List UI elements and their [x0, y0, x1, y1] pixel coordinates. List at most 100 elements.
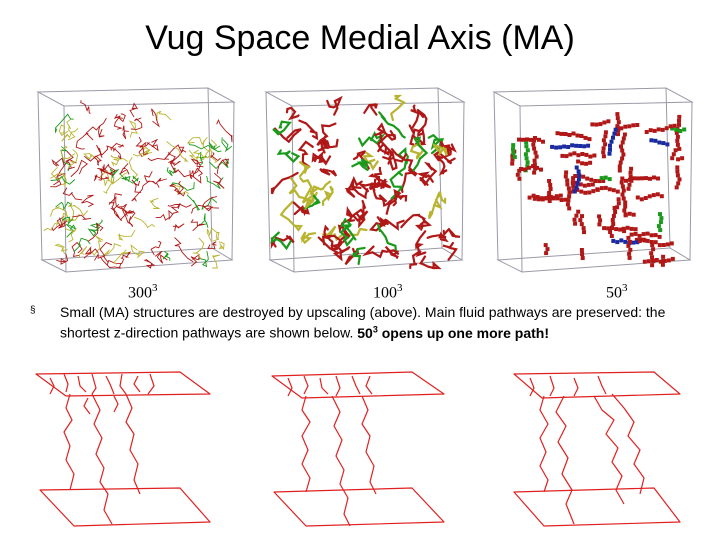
ma-voxel [634, 237, 639, 242]
ma-voxel [541, 139, 545, 144]
ma-voxel [632, 176, 636, 181]
ma-voxel [580, 152, 585, 156]
ma-voxel [587, 190, 592, 195]
ma-fiber [43, 221, 61, 232]
ma-voxel [563, 197, 568, 202]
ma-voxel [619, 126, 624, 131]
ma-voxel [648, 128, 653, 133]
ma-fiber [216, 118, 233, 143]
ma-voxel [511, 151, 516, 156]
ma-voxel [627, 251, 632, 256]
ma-voxel [649, 251, 654, 256]
resolution-label-300: 3003 [128, 282, 158, 302]
shortest-path-300-svg [35, 371, 211, 527]
ma-voxel [677, 122, 681, 127]
ma-voxel [571, 176, 576, 181]
ma-voxel [615, 116, 620, 121]
bullet-marker-icon: § [30, 305, 36, 316]
ma-voxel [523, 152, 528, 157]
ma-voxel [597, 214, 602, 219]
ma-voxel [675, 134, 680, 139]
ma-voxel [648, 176, 652, 181]
ma-voxel [651, 193, 656, 198]
ma-voxel [524, 156, 529, 161]
ma-voxel [519, 167, 523, 171]
ma-fiber [361, 245, 400, 259]
ma-fiber [342, 220, 357, 241]
ma-fiber [149, 197, 160, 210]
ma-fiber [400, 213, 427, 229]
ma-voxel [637, 233, 642, 238]
ma-cube-image-300 [28, 82, 248, 282]
ma-voxel [588, 160, 593, 165]
ma-voxel [626, 186, 631, 191]
ma-voxel [550, 195, 555, 200]
ma-voxel [611, 214, 616, 218]
ma-fiber [89, 219, 103, 229]
ma-voxel [576, 177, 581, 182]
ma-cube-300-svg [36, 87, 236, 273]
ma-voxel [615, 240, 620, 245]
ma-fiber [109, 168, 120, 178]
ma-voxel [617, 164, 622, 169]
ma-fiber [61, 128, 79, 142]
ma-voxel [661, 254, 666, 259]
ma-voxel [603, 175, 608, 180]
ma-fiber [113, 114, 123, 130]
ma-voxel [593, 179, 598, 183]
ma-fiber [328, 238, 350, 262]
ma-fiber [285, 106, 300, 121]
ma-voxel [559, 198, 564, 202]
ma-voxel [546, 194, 551, 199]
ma-fiber [173, 184, 189, 194]
ma-voxel [675, 169, 680, 174]
ma-voxel [652, 128, 657, 133]
ma-voxel [601, 179, 606, 183]
ma-voxel [649, 138, 654, 143]
ma-voxel [572, 217, 577, 222]
ma-voxel [629, 166, 634, 171]
ma-voxel [650, 243, 655, 248]
ma-voxel [621, 136, 626, 141]
bullet-text-plain: Small (MA) structures are destroyed by u… [60, 304, 666, 341]
ma-fiber [352, 246, 366, 265]
ma-voxel [580, 252, 585, 256]
ma-voxel [613, 127, 618, 132]
ma-voxel [547, 199, 552, 203]
ma-fiber [326, 95, 343, 116]
ma-voxel [597, 222, 602, 227]
ma-fiber [71, 241, 83, 257]
ma-voxel [601, 150, 606, 155]
ma-voxel [622, 132, 627, 137]
ma-voxel [680, 156, 685, 161]
ma-fiber [68, 202, 88, 217]
ma-fiber [85, 118, 107, 141]
ma-voxel [565, 182, 570, 187]
ma-voxel [621, 188, 626, 193]
ma-voxel [675, 173, 680, 178]
ma-fiber [381, 218, 405, 231]
ma-voxel [572, 189, 577, 194]
ma-fiber [72, 214, 92, 220]
ma-voxel [567, 190, 572, 195]
ma-fiber [177, 180, 186, 197]
ma-voxel [649, 240, 654, 244]
ma-fiber [201, 197, 218, 210]
ma-voxel [545, 247, 550, 252]
ma-voxel [622, 208, 627, 213]
ma-fiber [427, 198, 443, 220]
ma-voxel [597, 179, 602, 184]
ma-voxel [665, 142, 670, 147]
ma-voxel [672, 123, 677, 128]
ma-voxel [531, 142, 536, 147]
ma-voxel [659, 194, 664, 199]
ma-voxel [554, 194, 559, 199]
ma-voxel [623, 239, 628, 244]
ma-voxel [547, 179, 552, 183]
ma-voxel [544, 251, 549, 256]
ma-fiber [110, 155, 121, 161]
ma-voxel [671, 152, 676, 157]
ma-voxel [603, 142, 608, 147]
ma-fiber [270, 171, 299, 195]
ma-fiber [433, 150, 456, 165]
